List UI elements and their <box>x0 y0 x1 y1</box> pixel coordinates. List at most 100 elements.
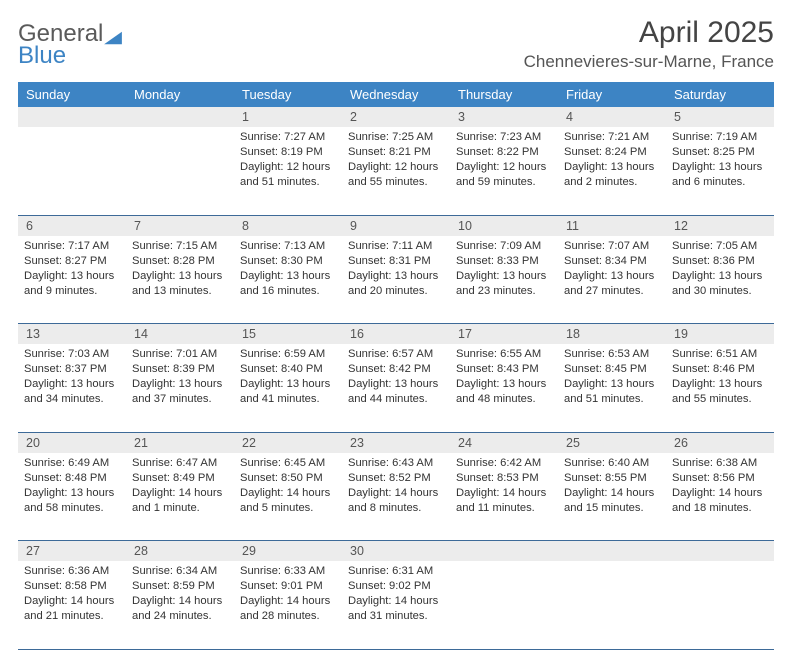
day-cell: Sunrise: 6:53 AMSunset: 8:45 PMDaylight:… <box>558 344 666 432</box>
day-details: Sunrise: 7:21 AMSunset: 8:24 PMDaylight:… <box>558 127 666 196</box>
day-details: Sunrise: 6:59 AMSunset: 8:40 PMDaylight:… <box>234 344 342 413</box>
day-cell: Sunrise: 6:59 AMSunset: 8:40 PMDaylight:… <box>234 344 342 432</box>
daynum-row: 20212223242526 <box>18 432 774 453</box>
day-cell: Sunrise: 6:38 AMSunset: 8:56 PMDaylight:… <box>666 453 774 541</box>
day-details: Sunrise: 6:57 AMSunset: 8:42 PMDaylight:… <box>342 344 450 413</box>
day-cell: Sunrise: 6:31 AMSunset: 9:02 PMDaylight:… <box>342 561 450 649</box>
day-number <box>558 541 666 562</box>
day-number: 5 <box>666 107 774 127</box>
day-content-row: Sunrise: 6:36 AMSunset: 8:58 PMDaylight:… <box>18 561 774 649</box>
day-cell: Sunrise: 6:34 AMSunset: 8:59 PMDaylight:… <box>126 561 234 649</box>
day-number: 17 <box>450 324 558 345</box>
day-cell: Sunrise: 6:49 AMSunset: 8:48 PMDaylight:… <box>18 453 126 541</box>
day-details: Sunrise: 7:19 AMSunset: 8:25 PMDaylight:… <box>666 127 774 196</box>
day-number: 11 <box>558 215 666 236</box>
day-cell <box>666 561 774 649</box>
day-number: 29 <box>234 541 342 562</box>
day-cell: Sunrise: 6:33 AMSunset: 9:01 PMDaylight:… <box>234 561 342 649</box>
day-details: Sunrise: 7:09 AMSunset: 8:33 PMDaylight:… <box>450 236 558 305</box>
day-number: 21 <box>126 432 234 453</box>
day-number: 22 <box>234 432 342 453</box>
day-cell: Sunrise: 6:42 AMSunset: 8:53 PMDaylight:… <box>450 453 558 541</box>
day-number: 12 <box>666 215 774 236</box>
day-content-row: Sunrise: 7:27 AMSunset: 8:19 PMDaylight:… <box>18 127 774 215</box>
day-number: 8 <box>234 215 342 236</box>
day-details: Sunrise: 6:42 AMSunset: 8:53 PMDaylight:… <box>450 453 558 522</box>
day-number: 4 <box>558 107 666 127</box>
day-details: Sunrise: 6:33 AMSunset: 9:01 PMDaylight:… <box>234 561 342 630</box>
day-cell: Sunrise: 6:57 AMSunset: 8:42 PMDaylight:… <box>342 344 450 432</box>
day-cell <box>126 127 234 215</box>
day-cell: Sunrise: 6:40 AMSunset: 8:55 PMDaylight:… <box>558 453 666 541</box>
day-number: 25 <box>558 432 666 453</box>
day-number: 28 <box>126 541 234 562</box>
daynum-row: 13141516171819 <box>18 324 774 345</box>
day-cell: Sunrise: 7:13 AMSunset: 8:30 PMDaylight:… <box>234 236 342 324</box>
day-content-row: Sunrise: 7:17 AMSunset: 8:27 PMDaylight:… <box>18 236 774 324</box>
day-cell <box>558 561 666 649</box>
day-number: 18 <box>558 324 666 345</box>
day-content-row: Sunrise: 6:49 AMSunset: 8:48 PMDaylight:… <box>18 453 774 541</box>
day-number: 14 <box>126 324 234 345</box>
day-number: 20 <box>18 432 126 453</box>
day-details: Sunrise: 7:15 AMSunset: 8:28 PMDaylight:… <box>126 236 234 305</box>
day-details: Sunrise: 6:55 AMSunset: 8:43 PMDaylight:… <box>450 344 558 413</box>
day-number <box>450 541 558 562</box>
location-label: Chennevieres-sur-Marne, France <box>524 52 774 72</box>
day-cell: Sunrise: 7:23 AMSunset: 8:22 PMDaylight:… <box>450 127 558 215</box>
day-number: 19 <box>666 324 774 345</box>
day-cell: Sunrise: 6:45 AMSunset: 8:50 PMDaylight:… <box>234 453 342 541</box>
day-content-row: Sunrise: 7:03 AMSunset: 8:37 PMDaylight:… <box>18 344 774 432</box>
day-details: Sunrise: 7:01 AMSunset: 8:39 PMDaylight:… <box>126 344 234 413</box>
day-details: Sunrise: 6:53 AMSunset: 8:45 PMDaylight:… <box>558 344 666 413</box>
col-saturday: Saturday <box>666 82 774 107</box>
day-number <box>666 541 774 562</box>
day-details: Sunrise: 6:45 AMSunset: 8:50 PMDaylight:… <box>234 453 342 522</box>
col-friday: Friday <box>558 82 666 107</box>
header: GeneralBlue April 2025 Chennevieres-sur-… <box>18 16 774 72</box>
daynum-row: 6789101112 <box>18 215 774 236</box>
col-sunday: Sunday <box>18 82 126 107</box>
weekday-header-row: Sunday Monday Tuesday Wednesday Thursday… <box>18 82 774 107</box>
day-cell: Sunrise: 7:03 AMSunset: 8:37 PMDaylight:… <box>18 344 126 432</box>
day-details: Sunrise: 7:25 AMSunset: 8:21 PMDaylight:… <box>342 127 450 196</box>
day-cell: Sunrise: 6:43 AMSunset: 8:52 PMDaylight:… <box>342 453 450 541</box>
day-cell: Sunrise: 7:01 AMSunset: 8:39 PMDaylight:… <box>126 344 234 432</box>
day-number: 10 <box>450 215 558 236</box>
col-wednesday: Wednesday <box>342 82 450 107</box>
day-number <box>18 107 126 127</box>
day-cell: Sunrise: 7:17 AMSunset: 8:27 PMDaylight:… <box>18 236 126 324</box>
calendar-table: Sunday Monday Tuesday Wednesday Thursday… <box>18 82 774 650</box>
day-number: 3 <box>450 107 558 127</box>
day-number <box>126 107 234 127</box>
day-details: Sunrise: 7:07 AMSunset: 8:34 PMDaylight:… <box>558 236 666 305</box>
day-number: 27 <box>18 541 126 562</box>
col-thursday: Thursday <box>450 82 558 107</box>
day-number: 30 <box>342 541 450 562</box>
title-block: April 2025 Chennevieres-sur-Marne, Franc… <box>524 16 774 72</box>
col-tuesday: Tuesday <box>234 82 342 107</box>
calendar-body: 12345Sunrise: 7:27 AMSunset: 8:19 PMDayl… <box>18 107 774 649</box>
day-cell: Sunrise: 7:05 AMSunset: 8:36 PMDaylight:… <box>666 236 774 324</box>
day-details: Sunrise: 7:27 AMSunset: 8:19 PMDaylight:… <box>234 127 342 196</box>
col-monday: Monday <box>126 82 234 107</box>
day-details: Sunrise: 6:40 AMSunset: 8:55 PMDaylight:… <box>558 453 666 522</box>
day-details: Sunrise: 7:23 AMSunset: 8:22 PMDaylight:… <box>450 127 558 196</box>
day-cell: Sunrise: 7:11 AMSunset: 8:31 PMDaylight:… <box>342 236 450 324</box>
day-details: Sunrise: 6:36 AMSunset: 8:58 PMDaylight:… <box>18 561 126 630</box>
day-number: 26 <box>666 432 774 453</box>
logo: GeneralBlue <box>18 16 122 68</box>
day-details: Sunrise: 7:13 AMSunset: 8:30 PMDaylight:… <box>234 236 342 305</box>
day-cell: Sunrise: 7:21 AMSunset: 8:24 PMDaylight:… <box>558 127 666 215</box>
day-cell <box>18 127 126 215</box>
day-number: 24 <box>450 432 558 453</box>
day-details: Sunrise: 7:05 AMSunset: 8:36 PMDaylight:… <box>666 236 774 305</box>
day-details: Sunrise: 6:34 AMSunset: 8:59 PMDaylight:… <box>126 561 234 630</box>
day-cell: Sunrise: 7:07 AMSunset: 8:34 PMDaylight:… <box>558 236 666 324</box>
day-cell: Sunrise: 6:51 AMSunset: 8:46 PMDaylight:… <box>666 344 774 432</box>
day-cell: Sunrise: 7:19 AMSunset: 8:25 PMDaylight:… <box>666 127 774 215</box>
day-details: Sunrise: 7:17 AMSunset: 8:27 PMDaylight:… <box>18 236 126 305</box>
daynum-row: 12345 <box>18 107 774 127</box>
day-details: Sunrise: 6:38 AMSunset: 8:56 PMDaylight:… <box>666 453 774 522</box>
day-cell <box>450 561 558 649</box>
